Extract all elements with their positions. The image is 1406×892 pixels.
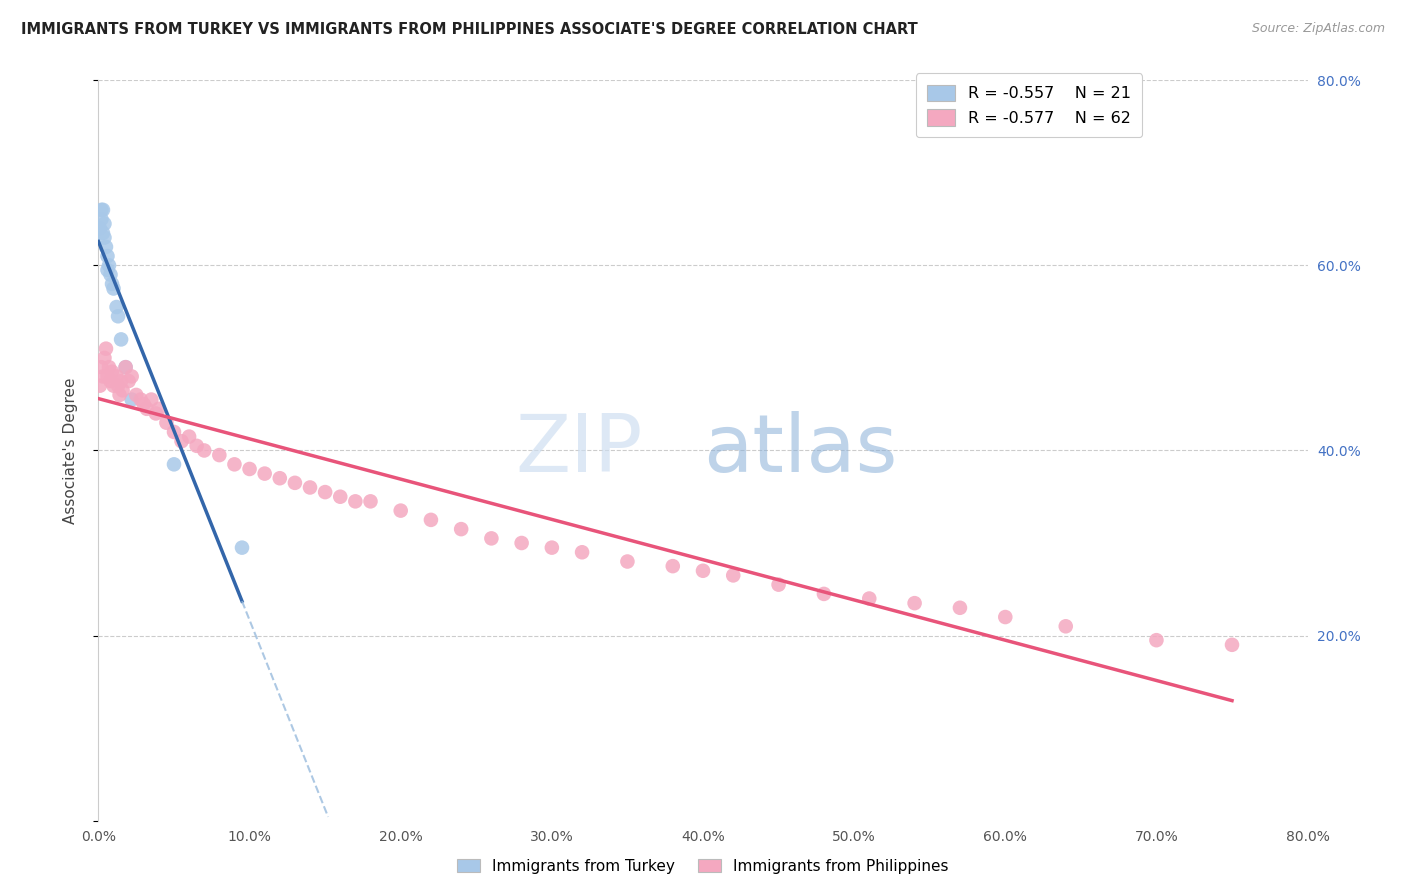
Point — [163, 425, 186, 439]
Point — [96, 263, 118, 277]
Legend: R = -0.557    N = 21, R = -0.577    N = 62: R = -0.557 N = 21, R = -0.577 N = 62 — [915, 73, 1143, 137]
Point — [949, 600, 972, 615]
Point — [107, 310, 129, 324]
Point — [105, 369, 128, 384]
Point — [813, 587, 835, 601]
Point — [904, 596, 927, 610]
Point — [145, 407, 167, 421]
Point — [101, 277, 124, 291]
Point — [90, 360, 112, 375]
Point — [269, 471, 291, 485]
Point — [329, 490, 352, 504]
Point — [118, 374, 141, 388]
Text: ZIP: ZIP — [515, 411, 643, 490]
Point — [239, 462, 262, 476]
Point — [107, 378, 129, 392]
Point — [540, 541, 562, 555]
Point — [98, 360, 121, 375]
Point — [723, 568, 745, 582]
Point — [110, 332, 132, 346]
Point — [98, 259, 121, 273]
Point — [129, 392, 152, 407]
Point — [108, 388, 131, 402]
Text: atlas: atlas — [703, 411, 897, 490]
Point — [193, 443, 215, 458]
Point — [148, 401, 170, 416]
Point — [208, 448, 231, 462]
Point — [360, 494, 382, 508]
Point — [344, 494, 367, 508]
Point — [121, 369, 143, 384]
Text: IMMIGRANTS FROM TURKEY VS IMMIGRANTS FROM PHILIPPINES ASSOCIATE'S DEGREE CORRELA: IMMIGRANTS FROM TURKEY VS IMMIGRANTS FRO… — [21, 22, 918, 37]
Point — [179, 429, 201, 443]
Point — [1144, 633, 1167, 648]
Point — [91, 202, 114, 217]
Point — [125, 388, 148, 402]
Point — [253, 467, 276, 481]
Point — [132, 397, 155, 411]
Point — [163, 458, 186, 472]
Point — [96, 369, 118, 384]
Point — [90, 202, 112, 217]
Point — [510, 536, 533, 550]
Point — [314, 485, 336, 500]
Point — [224, 458, 246, 472]
Y-axis label: Associate's Degree: Associate's Degree — [63, 377, 77, 524]
Point — [93, 351, 115, 365]
Point — [450, 522, 472, 536]
Point — [103, 378, 125, 392]
Point — [1054, 619, 1077, 633]
Point — [100, 268, 122, 282]
Point — [231, 541, 253, 555]
Point — [135, 401, 157, 416]
Point — [420, 513, 443, 527]
Point — [111, 384, 134, 398]
Point — [94, 240, 117, 254]
Point — [91, 369, 114, 384]
Point — [89, 221, 111, 235]
Text: Source: ZipAtlas.com: Source: ZipAtlas.com — [1251, 22, 1385, 36]
Point — [768, 577, 790, 591]
Point — [170, 434, 193, 449]
Point — [121, 392, 143, 407]
Point — [100, 374, 122, 388]
Point — [186, 439, 208, 453]
Point — [284, 475, 307, 490]
Point — [91, 226, 114, 240]
Point — [93, 230, 115, 244]
Point — [389, 503, 412, 517]
Point — [141, 392, 163, 407]
Point — [1220, 638, 1243, 652]
Legend: Immigrants from Turkey, Immigrants from Philippines: Immigrants from Turkey, Immigrants from … — [451, 853, 955, 880]
Point — [994, 610, 1017, 624]
Point — [692, 564, 714, 578]
Point — [96, 249, 118, 263]
Point — [114, 360, 136, 375]
Point — [616, 554, 638, 569]
Point — [103, 281, 125, 295]
Point — [858, 591, 880, 606]
Point — [299, 481, 322, 495]
Point — [89, 378, 111, 392]
Point — [571, 545, 593, 559]
Point — [110, 374, 132, 388]
Point — [101, 365, 124, 379]
Point — [114, 360, 136, 375]
Point — [105, 300, 128, 314]
Point — [94, 342, 117, 356]
Point — [155, 416, 177, 430]
Point — [481, 532, 503, 546]
Point — [661, 559, 683, 574]
Point — [93, 217, 115, 231]
Point — [90, 212, 112, 227]
